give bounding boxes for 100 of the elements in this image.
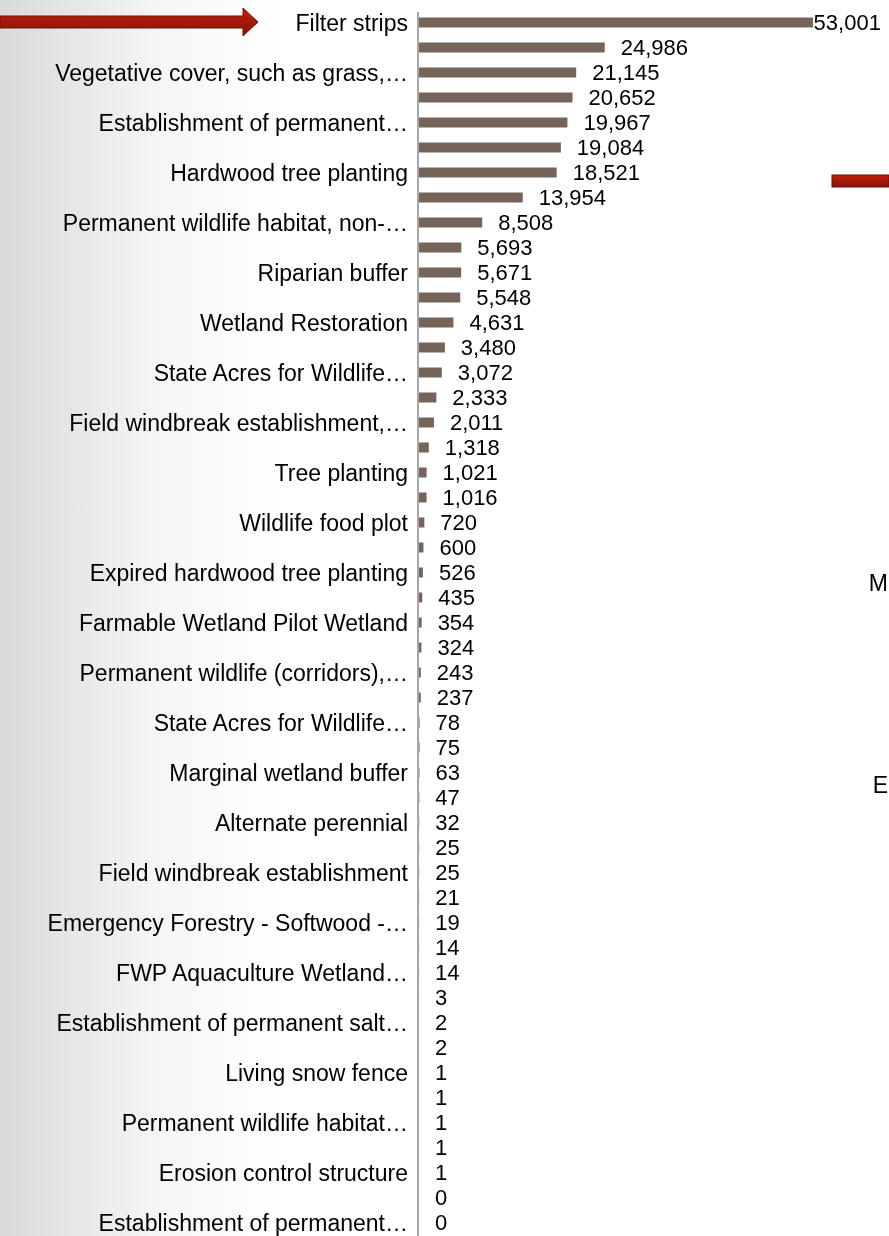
data-label: 435	[438, 585, 475, 610]
data-label: 354	[437, 610, 475, 635]
data-label: 19,084	[576, 135, 645, 160]
data-label: 47	[435, 785, 460, 810]
y-tick-label: Marginal wetland buffer	[169, 759, 409, 786]
data-label: 3	[435, 985, 448, 1010]
y-tick-label: FWP Aquaculture Wetland…	[116, 959, 408, 986]
bar	[419, 492, 427, 503]
data-label: 18,521	[572, 160, 640, 185]
data-label: 19,967	[583, 110, 651, 135]
data-label: 4,631	[469, 310, 525, 335]
bar	[419, 17, 813, 28]
bar	[419, 92, 573, 103]
data-label: 720	[440, 510, 478, 535]
data-label: 5,548	[476, 285, 532, 310]
data-label: 13,954	[538, 185, 607, 210]
data-label: 0	[435, 1185, 448, 1210]
data-label: 2	[435, 1035, 448, 1060]
bar	[419, 192, 523, 203]
bar	[419, 167, 557, 178]
data-label: 1,021	[442, 460, 498, 485]
bar	[419, 267, 462, 278]
data-label: 75	[435, 735, 461, 760]
y-tick-label: State Acres for Wildlife…	[153, 709, 408, 736]
data-label: 1	[435, 1060, 448, 1085]
data-label: 324	[437, 635, 475, 660]
y-tick-label: Permanent wildlife habitat…	[121, 1109, 408, 1136]
data-label: 1	[435, 1160, 448, 1185]
data-label: 14	[435, 935, 460, 960]
y-tick-label: Living snow fence	[225, 1059, 408, 1086]
text: E	[872, 772, 888, 798]
data-label: 78	[435, 710, 461, 735]
y-tick-label: Erosion control structure	[158, 1159, 408, 1186]
data-label: 2	[435, 1010, 448, 1035]
bar	[419, 292, 461, 303]
y-tick-label: Establishment of permanent…	[98, 1209, 408, 1236]
y-tick-label: Emergency Forestry - Softwood -…	[47, 909, 408, 936]
data-label: 1	[435, 1110, 448, 1135]
data-label: 63	[435, 760, 460, 785]
y-tick-label: Riparian buffer	[257, 259, 409, 286]
bar	[419, 242, 462, 253]
data-label: 24,986	[620, 35, 689, 60]
y-tick-label: Farmable Wetland Pilot Wetland	[79, 609, 408, 636]
bar	[419, 592, 423, 603]
data-label: 243	[436, 660, 474, 685]
y-tick-label: Alternate perennial	[214, 809, 408, 836]
data-label: 32	[435, 810, 460, 835]
data-label: 5,671	[477, 260, 533, 285]
y-tick-label: Tree planting	[274, 459, 408, 486]
bar	[419, 442, 429, 453]
data-label: 2,011	[449, 410, 504, 435]
y-tick-label: Expired hardwood tree planting	[89, 559, 408, 586]
data-label: 1,016	[442, 485, 498, 510]
data-label: 3,480	[460, 335, 516, 360]
data-label: 21,145	[592, 60, 660, 85]
y-tick-label: Field windbreak establishment	[98, 859, 409, 886]
bar	[419, 142, 561, 153]
data-label: 1,318	[444, 435, 500, 460]
y-tick-label: Wetland Restoration	[200, 309, 408, 336]
bar	[419, 567, 423, 578]
data-label: 1	[435, 1085, 448, 1110]
bar	[419, 342, 445, 353]
bar	[419, 42, 605, 53]
y-tick-label: Field windbreak establishment,…	[69, 409, 408, 436]
bar	[419, 392, 437, 403]
bar	[419, 67, 577, 78]
data-label: 8,508	[498, 210, 554, 235]
y-tick-label: State Acres for Wildlife…	[153, 359, 408, 386]
data-label: 21	[435, 885, 460, 910]
data-label: 53,001	[813, 10, 881, 35]
data-label: 3,072	[457, 360, 513, 385]
bar	[419, 217, 483, 228]
bar	[419, 467, 427, 478]
bar	[419, 117, 568, 128]
y-tick-label: Hardwood tree planting	[170, 159, 408, 186]
bar	[419, 317, 454, 328]
y-tick-label: Permanent wildlife habitat, non-…	[62, 209, 408, 236]
text: M	[868, 570, 888, 596]
bar	[419, 417, 434, 428]
data-label: 25	[435, 860, 460, 885]
bar	[419, 517, 425, 528]
bar	[419, 617, 422, 628]
data-label: 14	[435, 960, 460, 985]
data-label: 237	[436, 685, 474, 710]
data-label: 19	[435, 910, 460, 935]
data-label: 5,693	[477, 235, 533, 260]
data-label: 1	[435, 1135, 448, 1160]
y-tick-label: Vegetative cover, such as grass,…	[55, 59, 408, 86]
data-label: 25	[435, 835, 460, 860]
y-tick-label: Filter strips	[295, 9, 408, 36]
data-label: 0	[435, 1210, 448, 1235]
y-tick-label: Establishment of permanent salt…	[56, 1009, 408, 1036]
data-label: 20,652	[588, 85, 656, 110]
data-label: 600	[439, 535, 477, 560]
bar	[419, 367, 442, 378]
data-label: 526	[438, 560, 476, 585]
data-label: 2,333	[452, 385, 508, 410]
y-tick-label: Establishment of permanent…	[98, 109, 408, 136]
y-tick-label: Permanent wildlife (corridors),…	[79, 659, 408, 686]
y-tick-label: Wildlife food plot	[239, 509, 409, 536]
